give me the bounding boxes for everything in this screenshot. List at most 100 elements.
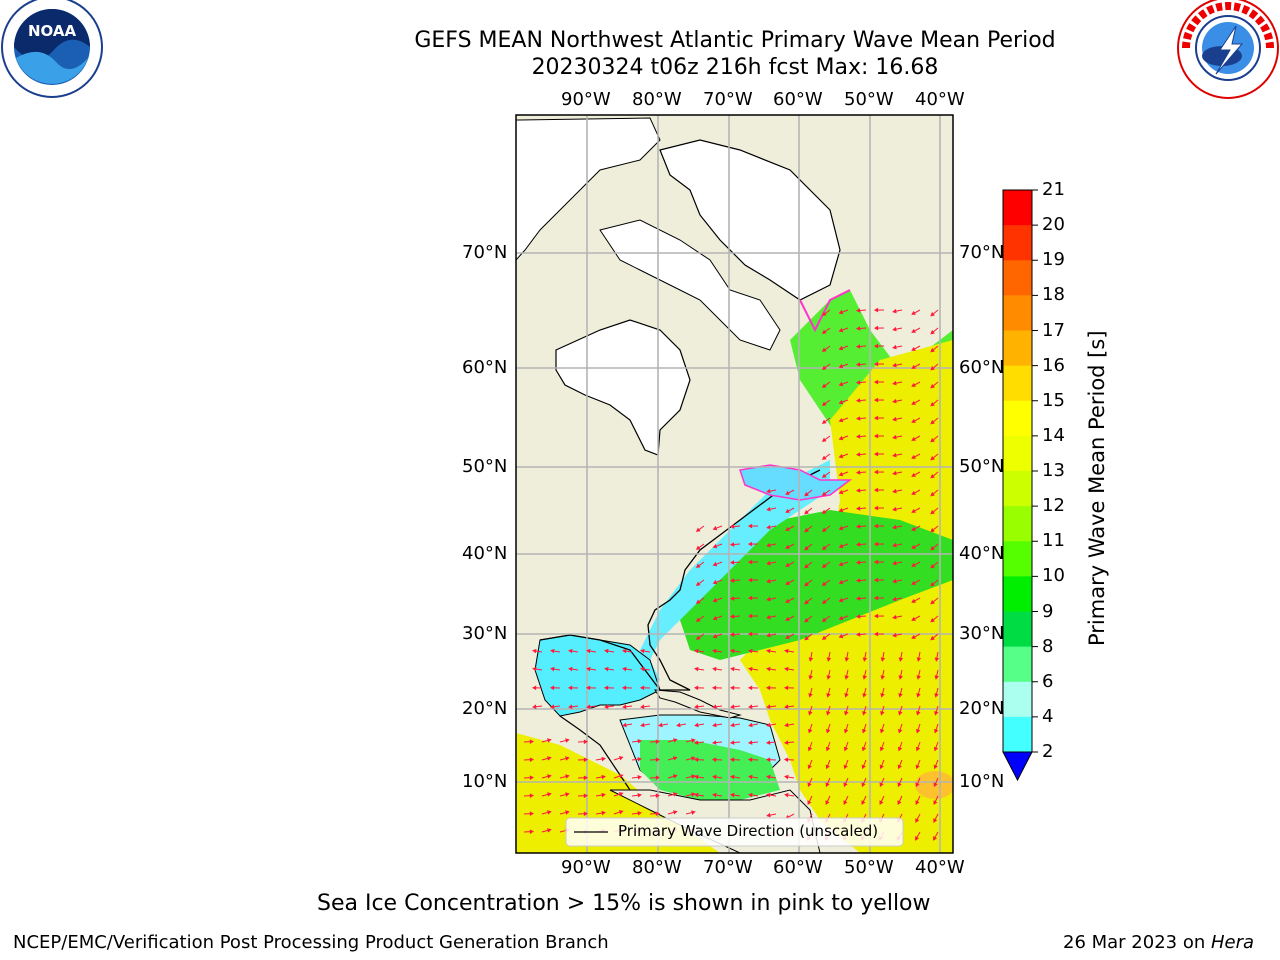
wave-arrow-head [843, 764, 848, 770]
wave-arrow-head [621, 685, 627, 691]
wave-arrow-head [892, 452, 897, 458]
lon-bottom-90: 90°W [561, 857, 611, 878]
colorbar-tick-label: 4 [1042, 705, 1054, 727]
wave-arrow-head [637, 739, 642, 744]
wave-arrow-head [861, 800, 866, 806]
wave-arrow-head [933, 764, 938, 770]
wave-arrow-head [930, 599, 935, 605]
wave-arrow-head [826, 657, 832, 662]
wave-arrow-head [640, 648, 645, 654]
wave-arrow-head [622, 704, 627, 709]
wave-arrow-head [892, 416, 897, 422]
wave-arrow-head [766, 524, 771, 530]
wave-arrow-head [785, 544, 790, 549]
wave-arrow-head [930, 527, 935, 533]
wave-arrow-head [730, 722, 735, 728]
wave-arrow-head [618, 756, 624, 761]
wave-arrow-head [695, 581, 701, 586]
wave-arrow-head [785, 490, 790, 495]
wave-arrow-head [892, 344, 897, 350]
wave-arrow-head [804, 509, 809, 515]
wave-arrow-head [712, 579, 718, 585]
wave-arrow-head [892, 614, 897, 620]
wave-arrow-head [892, 578, 897, 584]
colorbar-tick-label: 17 [1042, 319, 1065, 341]
wave-arrow-head [911, 580, 916, 585]
wave-arrow-head [838, 489, 844, 495]
wave-arrow-head [785, 634, 790, 639]
nws-logo [1177, 0, 1279, 99]
wave-arrow-head [583, 811, 589, 817]
wave-arrow-head [933, 836, 938, 841]
wave-arrow-head [916, 710, 921, 716]
wave-arrow-head [911, 400, 916, 405]
wave-arrow-head [550, 648, 555, 654]
wave-arrow-head [873, 325, 879, 331]
wave-arrow-head [843, 746, 849, 752]
wave-arrow-head [892, 362, 897, 368]
wave-arrow-head [873, 469, 879, 475]
wave-arrow-head [766, 596, 771, 602]
lat-right-60: 60°N [959, 357, 1005, 378]
wave-arrow-head [933, 818, 938, 823]
wave-arrow-head [785, 562, 790, 567]
colorbar-tick-label: 2 [1042, 741, 1054, 762]
lon-top-70: 70°W [703, 89, 753, 110]
wave-arrow-head [855, 488, 861, 493]
wave-arrow-head [694, 666, 699, 672]
wave-arrow-head [873, 595, 879, 601]
wave-arrow-head [568, 704, 573, 709]
wave-arrow-head [655, 757, 661, 762]
wave-arrow-head [730, 666, 735, 672]
wave-arrow-head [838, 561, 844, 567]
wave-arrow-head [691, 810, 696, 815]
wave-arrow-head [729, 560, 735, 565]
title-line-1: GEFS MEAN Northwest Atlantic Primary Wav… [414, 28, 1056, 53]
wave-arrow-head [880, 693, 885, 698]
wave-arrow-head [712, 792, 717, 798]
lon-top-40: 40°W [915, 89, 965, 110]
wave-arrow-head [855, 362, 861, 367]
wave-arrow-head [583, 793, 589, 799]
wave-arrow-head [838, 471, 844, 477]
wave-arrow-head [807, 746, 813, 752]
noaa-logo: NOAA [1, 0, 103, 98]
wave-arrow-head [729, 632, 735, 637]
wave-arrow-head [804, 545, 809, 551]
wave-arrow-head [930, 581, 935, 587]
wave-arrow-head [766, 506, 771, 512]
wave-arrow-head [695, 527, 701, 532]
wave-arrow-head [873, 343, 879, 349]
wave-arrow-head [898, 657, 904, 662]
wave-arrow-head [765, 757, 771, 762]
wave-arrow-head [892, 524, 897, 530]
lat-left-30: 30°N [462, 623, 508, 644]
wave-arrow-head [637, 775, 642, 780]
wave-arrow-head [693, 685, 699, 691]
wave-arrow-head [546, 738, 552, 743]
wave-arrow-head [892, 596, 897, 602]
wave-arrow-head [930, 329, 935, 335]
wave-arrow-head [930, 563, 935, 569]
wave-arrow-head [911, 544, 916, 549]
wave-arrow-head [911, 472, 916, 477]
wave-arrow-head [930, 365, 935, 371]
sea-ice-caption: Sea Ice Concentration > 15% is shown in … [317, 891, 931, 916]
lon-top-50: 50°W [844, 89, 894, 110]
wave-arrow-head [711, 757, 717, 762]
wave-arrow-head [873, 487, 879, 493]
wave-arrow-head [695, 599, 701, 604]
wave-arrow-head [747, 595, 753, 601]
wave-arrow-head [930, 491, 935, 497]
lat-left-20: 20°N [462, 698, 508, 719]
cuba [654, 689, 742, 719]
wave-arrow-head [821, 509, 827, 514]
wave-arrow-head [915, 818, 920, 823]
wave-arrow-head [550, 704, 555, 709]
wave-arrow-head [898, 693, 903, 698]
wave-arrow-head [861, 782, 866, 788]
wave-arrow-head [915, 782, 920, 788]
wave-arrow-head [808, 710, 813, 716]
wave-arrow-head [694, 648, 699, 654]
wave-arrow-head [915, 728, 921, 734]
